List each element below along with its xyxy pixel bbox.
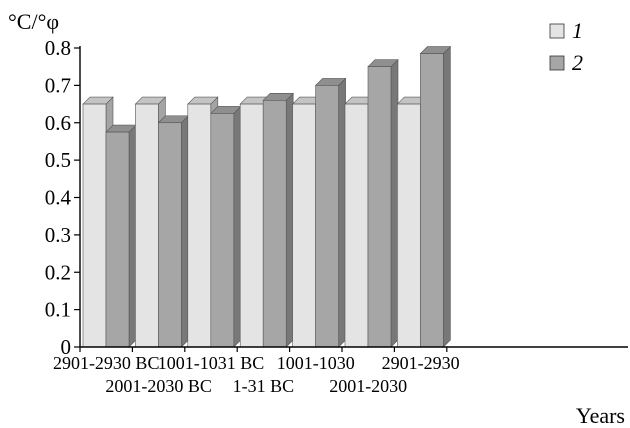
x-axis-label: Years: [576, 403, 625, 428]
y-tick-label: 0.4: [45, 186, 72, 210]
bars-layer: [82, 45, 452, 348]
x-tick-label: 2901-2930 BC: [53, 353, 160, 373]
bar-series2-5: [314, 77, 347, 348]
x-tick-label: 2901-2930: [382, 353, 460, 373]
y-tick-label: 0.2: [45, 260, 71, 284]
x-tick-label: 2001-2030 BC: [105, 376, 212, 396]
tick-labels-layer: 0 0.1 0.2 0.3 0.4 0.5 0.6 0.7 0.8 2901-2930 BC 200…: [45, 36, 460, 396]
y-tick-label: 0.7: [45, 73, 71, 97]
y-axis-label: °C/°φ: [8, 9, 59, 34]
y-tick-label: 0.5: [45, 148, 71, 172]
legend-label-2: 2: [572, 50, 583, 75]
bar-series2-4: [262, 92, 294, 348]
bar-series2-1: [105, 124, 137, 348]
bar-series2-6: [367, 58, 399, 348]
y-tick-label: 0.1: [45, 298, 71, 322]
axes-layer: [74, 46, 628, 352]
x-tick-label: 2001-2030: [329, 376, 407, 396]
y-tick-label: 0: [61, 335, 72, 359]
x-tick-label: 1001-1031 BC: [158, 353, 265, 373]
legend: 12: [549, 18, 583, 75]
legend-swatch-1: [549, 23, 565, 39]
bar-series2-2: [157, 115, 190, 348]
legend-swatch-2: [549, 55, 565, 71]
y-tick-label: 0.3: [45, 223, 71, 247]
x-tick-label: 1001-1030: [277, 353, 355, 373]
legend-label-1: 1: [572, 18, 583, 43]
x-tick-label: 1-31 BC: [233, 376, 295, 396]
bar-series2-3: [210, 105, 242, 348]
y-tick-label: 0.6: [45, 111, 71, 135]
bar-series2-7: [419, 45, 452, 348]
y-tick-label: 0.8: [45, 36, 71, 60]
